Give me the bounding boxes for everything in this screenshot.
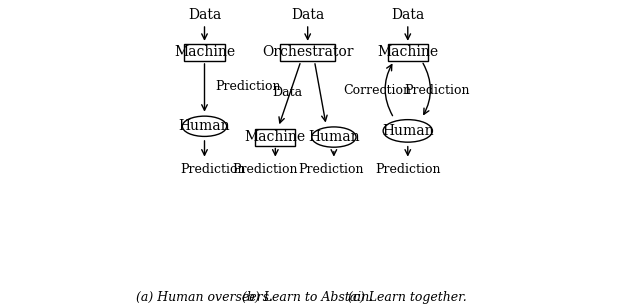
- Text: Prediction: Prediction: [180, 163, 245, 176]
- Text: Prediction: Prediction: [232, 163, 298, 176]
- Text: (b) Learn to Abstain.: (b) Learn to Abstain.: [242, 291, 373, 304]
- Text: (a) Human overseers.: (a) Human overseers.: [136, 291, 273, 304]
- Text: Machine: Machine: [377, 45, 438, 59]
- FancyBboxPatch shape: [388, 44, 428, 61]
- Text: Data: Data: [273, 86, 303, 99]
- Text: Human: Human: [179, 119, 230, 133]
- Text: (c) Learn together.: (c) Learn together.: [348, 291, 467, 304]
- Text: Machine: Machine: [174, 45, 235, 59]
- Text: Machine: Machine: [244, 130, 306, 144]
- FancyBboxPatch shape: [184, 44, 225, 61]
- Text: Data: Data: [188, 8, 221, 22]
- Text: Orchestrator: Orchestrator: [262, 45, 353, 59]
- Text: Data: Data: [391, 8, 424, 22]
- Text: Human: Human: [382, 124, 433, 138]
- Text: Prediction: Prediction: [215, 80, 281, 93]
- Ellipse shape: [182, 116, 227, 136]
- FancyBboxPatch shape: [255, 129, 295, 145]
- FancyBboxPatch shape: [280, 44, 335, 61]
- Text: Prediction: Prediction: [404, 84, 470, 97]
- Ellipse shape: [312, 127, 356, 147]
- Text: Data: Data: [291, 8, 324, 22]
- Text: Human: Human: [308, 130, 360, 144]
- Text: Prediction: Prediction: [298, 163, 364, 176]
- Text: Correction: Correction: [343, 84, 411, 97]
- Ellipse shape: [383, 120, 433, 142]
- Text: Prediction: Prediction: [375, 163, 440, 176]
